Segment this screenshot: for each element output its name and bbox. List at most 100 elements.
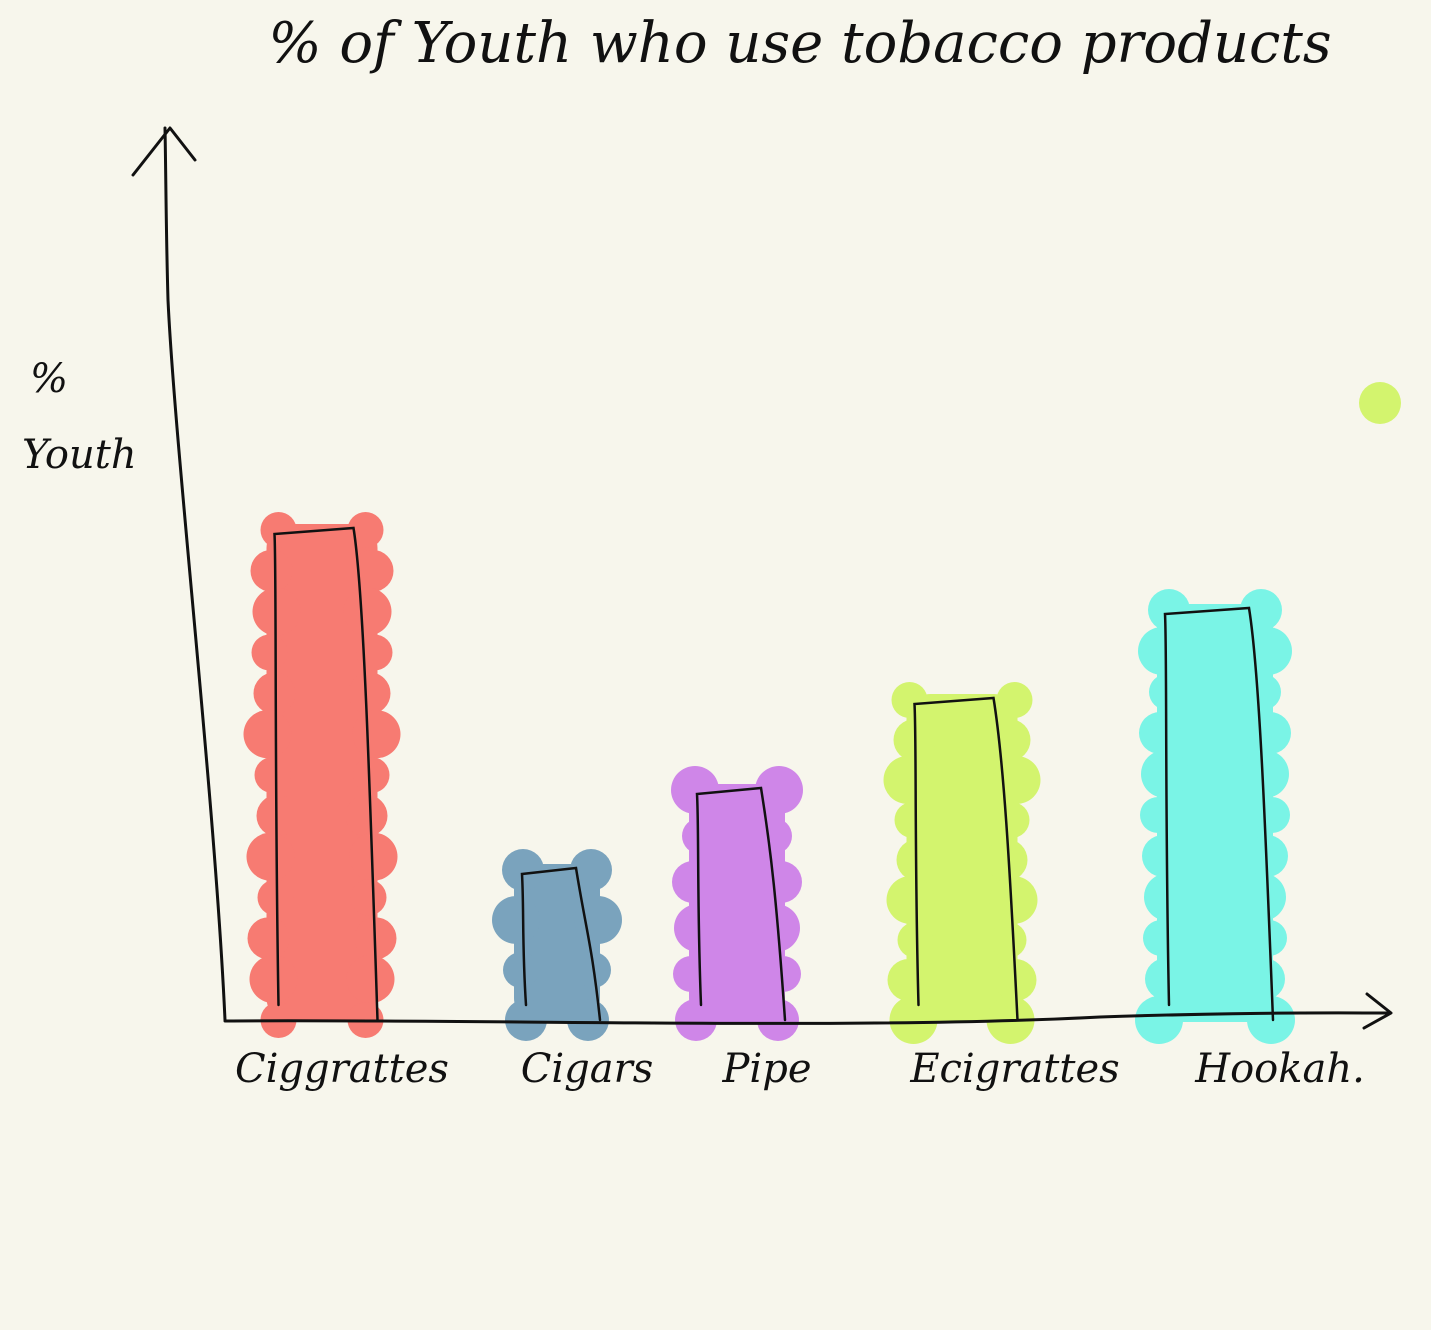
bar-scribble [574,896,622,944]
bar-scribble [247,917,290,960]
bar-scribble [989,876,1038,924]
bar-scribble [1238,873,1286,921]
bar-scribble [503,952,539,988]
bar-scribble [1141,750,1189,798]
stray-dot [1359,382,1401,424]
bar-scribble [672,861,714,903]
bar [883,682,1041,1044]
bar-scribble [1247,996,1295,1044]
bar-outline [273,526,379,1022]
bar-outline [695,786,787,1022]
bar-scribble [567,999,609,1041]
bar-scribble [682,818,718,854]
bar-scribble [897,922,934,958]
bar-scribble [352,710,401,759]
bar-scribble [1245,674,1281,710]
bar-scribble [347,512,384,548]
bar-scribble [1142,835,1184,877]
bar-scribble [1143,920,1179,956]
bar-scribble [992,756,1041,804]
bar-scribble [671,766,719,814]
bar-scribble [1243,958,1285,1000]
bar [492,849,622,1041]
bar-scribble [250,549,293,592]
bar-scribble [996,682,1033,718]
bar-scribble [343,587,392,636]
bar-scribble [505,999,547,1041]
bar [671,766,803,1041]
bar-fill [266,524,378,1022]
bar-scribble [1148,589,1190,631]
bar-scribble [883,756,932,804]
bar-scribble [993,802,1030,838]
bar-scribble [243,710,292,759]
bar-fill [1157,604,1273,1022]
bar-scribble [346,955,395,1004]
bar-scribble [894,802,931,838]
bar [243,512,401,1038]
bar-scribble [345,794,388,837]
x-tick-labels: Ciggrattes Cigars Pipe Ecigrattes Hookah. [235,1046,1365,1092]
y-axis-label-line: Youth [22,432,137,478]
bar-scribble [988,719,1031,761]
bar-scribble [765,956,801,992]
bar [1135,589,1295,1044]
bar-scribble [492,896,540,944]
bar-scribble [887,959,930,1001]
bar-scribble [889,996,938,1044]
bar-scribble [990,922,1027,958]
bar-scribble [1145,958,1187,1000]
bars-group [243,512,1295,1044]
x-tick-label: Ecigrattes [909,1046,1119,1092]
bar-scribble [755,766,803,814]
bar-scribble [257,879,294,916]
bar-fill [906,694,1018,1022]
bar-scribble [348,672,391,715]
bar-scribble [1240,589,1282,631]
bar-scribble [1140,797,1176,833]
bar-scribble [349,832,398,881]
y-axis-label: % Youth [22,356,137,478]
x-axis-line [223,1011,1392,1025]
bar-scribble [249,955,298,1004]
bar-scribble [891,682,928,718]
x-tick-label: Ciggrattes [235,1046,449,1092]
bar-outline [520,866,602,1022]
bar-scribble [760,861,802,903]
x-tick-label: Hookah. [1194,1046,1365,1092]
bar-scribble [1254,797,1290,833]
bar-scribble [1138,627,1186,675]
bar-scribble [675,999,717,1041]
bar-scribble [1241,750,1289,798]
bar-scribble [351,549,394,592]
bar-scribble [1139,712,1181,754]
bar-scribble [673,956,709,992]
x-tick-label: Pipe [722,1046,812,1092]
bar-scribble [356,634,393,671]
bar-scribble [886,876,935,924]
bar-scribble [570,849,612,891]
bar-fill [514,864,600,1022]
bar-scribble [251,634,288,671]
bar-scribble [1249,712,1291,754]
bar-scribble [350,879,387,916]
y-axis-arrow-icon [131,126,197,177]
chart-title: % of Youth who use tobacco products [268,11,1331,76]
x-tick-label: Cigars [521,1046,654,1092]
y-axis-label-line: % [30,356,68,402]
bar-scribble [985,839,1028,881]
bar-outline [1163,606,1275,1022]
bar-scribble [502,849,544,891]
bar-scribble [757,999,799,1041]
bar-scribble [752,904,800,952]
bar-scribble [254,757,291,793]
bar-scribble [756,818,792,854]
x-axis-arrow-icon [1362,992,1393,1030]
bar-scribble [353,757,390,793]
bar-scribble [1135,996,1183,1044]
bar-scribble [246,832,295,881]
bar-scribble [896,839,939,881]
bar-scribble [260,512,297,548]
y-axis-line [163,126,227,1022]
